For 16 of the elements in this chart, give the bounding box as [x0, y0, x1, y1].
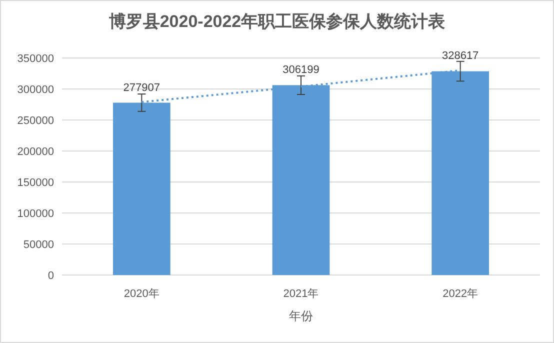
y-tick-label: 250000 — [17, 115, 54, 127]
x-tick-label: 2020年 — [124, 288, 160, 300]
data-label: 328617 — [442, 50, 479, 62]
y-tick-label: 100000 — [17, 208, 54, 220]
y-tick-label: 0 — [48, 270, 54, 282]
y-tick-label: 350000 — [17, 53, 54, 65]
chart-title: 博罗县2020-2022年职工医保参保人数统计表 — [108, 12, 446, 31]
x-tick-label: 2022年 — [442, 288, 478, 300]
y-tick-label: 50000 — [23, 239, 54, 251]
x-axis-title: 年份 — [289, 309, 313, 323]
y-tick-label: 200000 — [17, 146, 54, 158]
x-tick-label: 2021年 — [283, 288, 319, 300]
y-tick-label: 300000 — [17, 84, 54, 96]
y-tick-label: 150000 — [17, 177, 54, 189]
data-label: 277907 — [123, 82, 160, 94]
data-label: 306199 — [282, 64, 320, 76]
